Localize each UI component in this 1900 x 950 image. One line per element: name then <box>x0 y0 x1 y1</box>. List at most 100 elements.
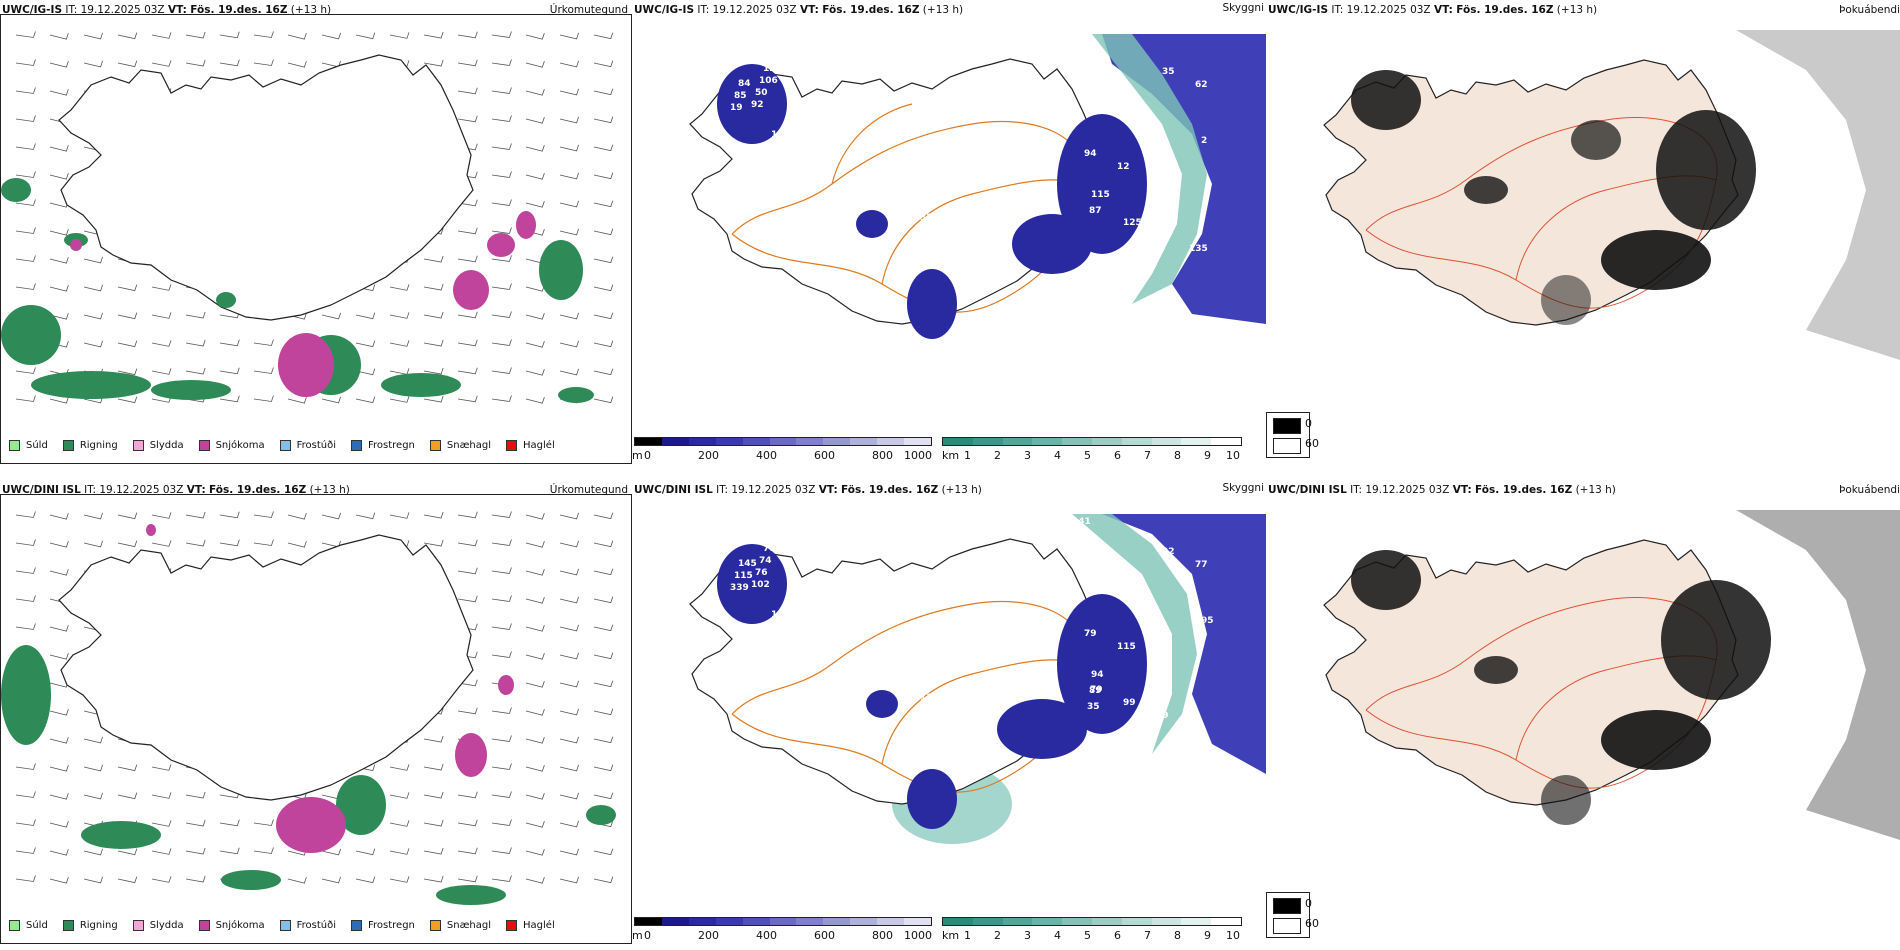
wind-barb <box>491 567 512 574</box>
wind-barb <box>593 88 614 96</box>
legend-item-snjokoma: Snjókoma <box>198 440 265 451</box>
wind-barb <box>49 793 69 800</box>
colorbar-tick: 9 <box>1204 929 1211 942</box>
wind-barb <box>593 396 614 404</box>
model-name: UWC/IG-IS <box>1268 4 1329 16</box>
rain-areas <box>1 645 616 905</box>
ocean-fog <box>1736 30 1900 360</box>
wind-barb <box>117 284 138 292</box>
colorbar-segment <box>850 918 878 925</box>
wind-barb <box>15 395 36 402</box>
wind-barb <box>491 735 512 742</box>
wind-barb <box>559 60 579 68</box>
fog-panel: UWC/IG-IS IT: 19.12.2025 03Z VT: Fös. 19… <box>1266 0 1900 465</box>
it-value: 19.12.2025 03Z <box>1346 4 1431 16</box>
colorbar-segment <box>661 438 689 445</box>
wind-barb <box>525 597 545 604</box>
coastline <box>58 54 474 321</box>
snow-areas <box>146 524 514 853</box>
wind-barb <box>253 511 274 518</box>
wind-barb <box>559 708 579 716</box>
wind-barb <box>49 285 69 292</box>
it-value: 19.12.2025 03Z <box>712 4 797 16</box>
wind-barb <box>559 820 579 828</box>
visibility-label: 91 <box>975 268 988 278</box>
colorbar-segment <box>1091 438 1122 445</box>
visibility-label: 87 <box>796 595 809 605</box>
visibility-label: 102 <box>751 580 770 590</box>
visibility-label: 22 <box>977 252 990 262</box>
visibility-label: 77 <box>1195 560 1208 570</box>
colorbar-tick: 200 <box>698 449 719 462</box>
colorbar-tick: 600 <box>814 449 835 462</box>
wind-barb <box>457 227 478 235</box>
wind-barb <box>593 848 614 856</box>
visibility-label: 94 <box>1091 670 1104 680</box>
it-label: IT: <box>1350 484 1363 496</box>
wind-barb <box>185 367 206 375</box>
legend-item-frostregn: Frostregn <box>351 440 415 451</box>
wind-barb <box>15 87 36 94</box>
wind-barb <box>287 513 307 520</box>
wind-barb <box>423 875 444 883</box>
wind-barb <box>151 32 172 39</box>
wind-barb <box>15 567 36 574</box>
wind-barb <box>491 791 512 798</box>
colorbar-tick: 5 <box>1084 929 1091 942</box>
visibility-label: 108 <box>1111 106 1130 116</box>
fog-legend-label: 0 <box>1305 897 1312 910</box>
wind-barb <box>559 652 579 660</box>
visibility-label: 74 <box>759 556 772 566</box>
snow-areas <box>70 211 536 397</box>
wind-barb <box>457 255 478 263</box>
wind-barb <box>491 651 512 658</box>
colorbar-tick: 600 <box>814 929 835 942</box>
wind-barb <box>457 395 478 403</box>
it-value: 19.12.2025 03Z <box>1365 484 1450 496</box>
colorbar-segment <box>823 918 851 925</box>
lead-time: (+13 h) <box>922 4 964 16</box>
wind-barb <box>525 173 545 180</box>
fog-legend-label: 60 <box>1305 917 1319 930</box>
wind-barb <box>355 512 376 520</box>
colorbar-segment <box>769 918 797 925</box>
visibility-label: 35 <box>1087 702 1100 712</box>
legend-item-frostudi: Frostúði <box>279 440 336 451</box>
panel-header: UWC/IG-IS IT: 19.12.2025 03Z VT: Fös. 19… <box>2 4 331 16</box>
wind-barb <box>525 341 545 348</box>
wind-barb <box>49 257 69 264</box>
wind-barb <box>117 60 138 68</box>
wind-barb <box>423 847 444 855</box>
wind-barb <box>321 512 341 520</box>
wind-barb <box>117 540 138 548</box>
wind-barb <box>593 680 614 688</box>
visibility-label: 45 <box>788 139 801 149</box>
wind-barb <box>185 539 206 547</box>
visibility-label: 136 <box>916 245 935 255</box>
visibility-label: 35 <box>1162 67 1175 77</box>
wind-barb <box>15 143 36 150</box>
colorbar-bar <box>634 437 932 446</box>
wind-barb <box>491 199 512 206</box>
wind-barb <box>593 144 614 152</box>
legend-item-sudl: Súld <box>9 920 48 931</box>
wind-barb <box>49 173 69 180</box>
wind-barb <box>253 339 274 346</box>
legend-item-haglel: Haglél <box>506 440 555 451</box>
wind-barb <box>185 875 206 883</box>
wind-barb <box>525 369 545 376</box>
wind-barb <box>491 311 512 318</box>
wind-barb <box>525 541 545 548</box>
wind-barb <box>151 876 172 883</box>
wind-barb <box>83 256 103 264</box>
wind-barb <box>15 199 36 206</box>
wind-barb <box>559 228 579 236</box>
wind-barb <box>117 32 138 40</box>
wind-barb <box>491 255 512 262</box>
model-name: UWC/DINI ISL <box>2 484 81 496</box>
wind-barb <box>525 877 545 884</box>
colorbar-tick: 0 <box>644 929 651 942</box>
wind-barb <box>491 59 512 66</box>
wind-barb <box>457 59 478 67</box>
wind-barb <box>423 511 444 519</box>
